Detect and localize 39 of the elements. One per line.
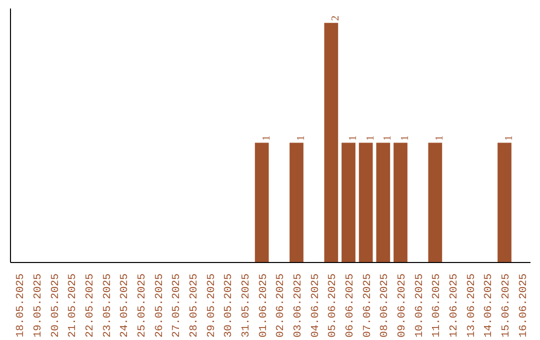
x-tick-label: 05.06.2025	[327, 273, 340, 338]
x-tick-label: 30.05.2025	[223, 273, 236, 338]
x-tick-label: 06.06.2025	[344, 273, 356, 338]
x-tick-label: 31.05.2025	[240, 273, 252, 338]
x-tick-label: 11.06.2025	[431, 273, 444, 338]
x-tick-label: 13.06.2025	[466, 273, 478, 338]
data-label: 1	[400, 135, 411, 141]
x-tick-label: 19.05.2025	[32, 273, 44, 338]
data-label: 1	[296, 135, 307, 141]
x-tick-label: 26.05.2025	[154, 273, 166, 338]
x-tick-label: 27.05.2025	[171, 273, 184, 338]
x-tick-label: 04.06.2025	[310, 273, 322, 338]
x-tick-label: 09.06.2025	[396, 273, 408, 338]
x-tick-label: 23.05.2025	[102, 273, 114, 338]
x-tick-label: 29.05.2025	[206, 273, 218, 338]
data-label: 1	[434, 135, 446, 141]
x-tick-label: 15.06.2025	[500, 273, 512, 338]
x-tick-label: 03.06.2025	[292, 273, 304, 338]
x-tick-label: 18.05.2025	[15, 273, 28, 338]
data-label: 1	[348, 135, 359, 141]
x-tick-label: 21.05.2025	[67, 273, 80, 338]
x-tick-label: 20.05.2025	[50, 273, 62, 338]
x-tick-label: 10.06.2025	[414, 273, 426, 338]
x-tick-label: 07.06.2025	[362, 273, 374, 338]
data-label: 1	[365, 135, 376, 141]
x-tick-label: 28.05.2025	[188, 273, 200, 338]
data-label: 1	[261, 135, 272, 141]
x-tick-label: 24.05.2025	[119, 273, 132, 338]
data-label: 1	[382, 135, 394, 141]
x-tick-label: 16.06.2025	[518, 273, 530, 338]
x-tick-label: 12.06.2025	[448, 273, 460, 338]
data-label: 2	[330, 16, 342, 21]
x-tick-label: 25.05.2025	[136, 273, 148, 338]
x-tick-label: 08.06.2025	[379, 273, 392, 338]
x-tick-label: 01.06.2025	[258, 273, 270, 338]
data-label: 1	[504, 135, 515, 141]
x-tick-label: 22.05.2025	[84, 273, 96, 338]
x-tick-label: 14.06.2025	[483, 273, 496, 338]
x-tick-label: 02.06.2025	[275, 273, 288, 338]
